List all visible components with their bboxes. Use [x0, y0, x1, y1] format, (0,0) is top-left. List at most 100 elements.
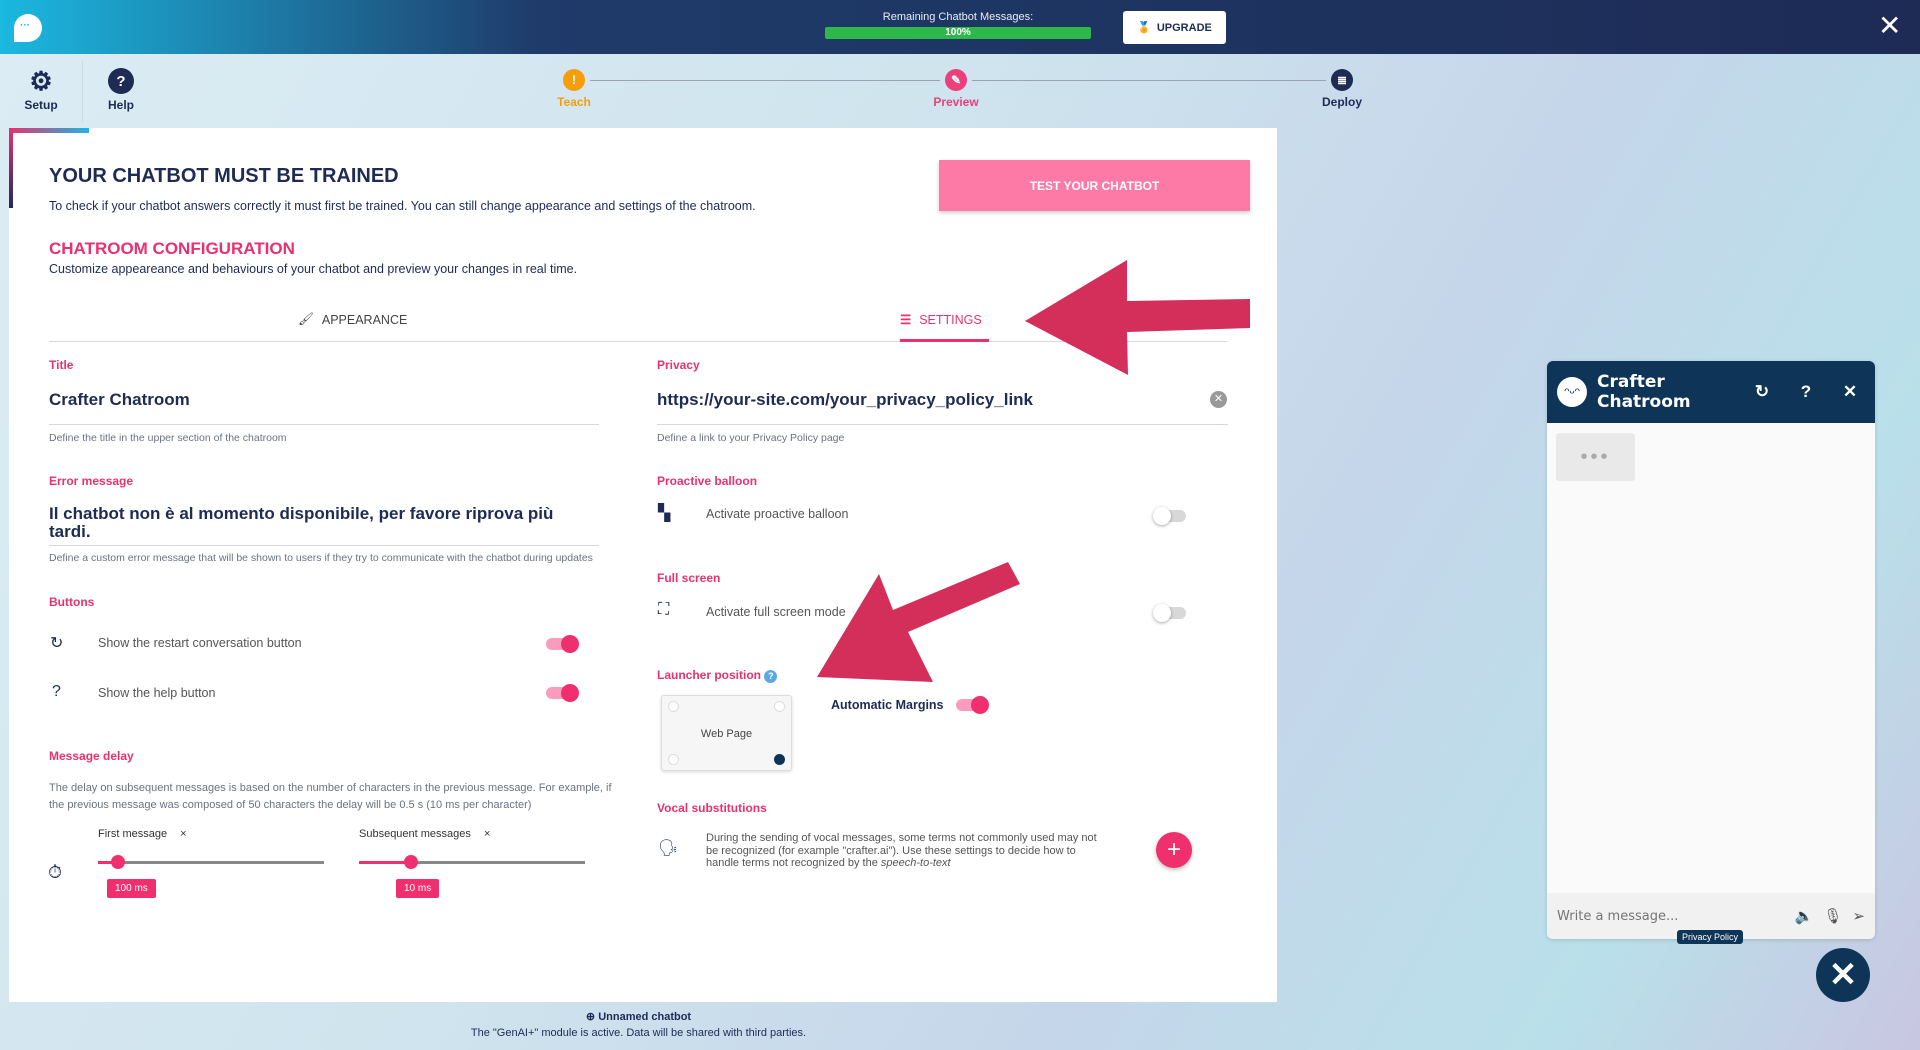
page-description: To check if your chatbot answers correct… — [49, 199, 756, 213]
config-title: CHATROOM CONFIGURATION — [49, 239, 295, 258]
remaining-messages-progress: 100% — [825, 27, 1091, 39]
help-icon: ? — [108, 68, 134, 94]
award-icon: 🏅 — [1137, 22, 1151, 34]
error-message-label: Error message — [49, 474, 134, 488]
help-button-toggle[interactable] — [546, 684, 579, 702]
add-substitution-button[interactable]: + — [1156, 832, 1192, 868]
subsequent-messages-value: 10 ms — [396, 879, 440, 898]
error-message-help: Define a custom error message that will … — [49, 552, 593, 564]
full-screen-setting: Activate full screen mode — [706, 605, 846, 619]
automatic-margins-label: Automatic Margins — [831, 698, 944, 712]
vocal-substitutions-description: During the sending of vocal messages, so… — [706, 832, 1097, 869]
message-input[interactable] — [1557, 908, 1785, 924]
clear-icon[interactable]: × — [483, 828, 491, 840]
input-underline — [49, 424, 599, 425]
privacy-help: Define a link to your Privacy Policy pag… — [657, 432, 845, 444]
globe-icon: ⊕ — [585, 1011, 596, 1023]
subsequent-messages-label: Subsequent messages × — [359, 828, 491, 840]
input-underline — [657, 424, 1228, 425]
gear-icon: ⚙ — [29, 65, 53, 96]
restart-button-toggle[interactable] — [546, 635, 579, 653]
message-delay-description: The delay on subsequent messages is base… — [49, 782, 612, 811]
position-bottom-left[interactable] — [668, 754, 679, 765]
active-tab-indicator — [900, 339, 989, 342]
info-icon[interactable]: ? — [764, 670, 778, 683]
page-title: YOUR CHATBOT MUST BE TRAINED — [49, 165, 399, 187]
launcher-position-picker: Web Page — [661, 695, 792, 771]
fullscreen-icon: ⛶ — [658, 601, 670, 618]
privacy-policy-link[interactable]: Privacy Policy — [1677, 930, 1744, 944]
proactive-balloon-setting: Activate proactive balloon — [706, 507, 849, 521]
step-preview[interactable]: ✎ Preview — [926, 69, 986, 109]
launcher-position-label: Launcher position ? — [657, 668, 778, 683]
clear-icon[interactable]: ✕ — [1210, 391, 1227, 408]
chat-bubble-icon: ▚ — [658, 505, 671, 522]
privacy-input[interactable]: https://your-site.com/your_privacy_polic… — [657, 390, 1034, 409]
send-icon[interactable]: ➢ — [1852, 908, 1865, 925]
microphone-icon[interactable]: 🎙 — [1823, 908, 1843, 925]
position-top-left[interactable] — [668, 701, 679, 712]
position-top-right[interactable] — [774, 701, 785, 712]
step-connector — [590, 80, 940, 81]
panel-accent — [9, 128, 89, 133]
clear-icon[interactable]: × — [180, 828, 187, 840]
title-label: Title — [49, 358, 74, 372]
position-bottom-right[interactable] — [774, 754, 785, 765]
restart-icon[interactable]: ↻ — [1754, 382, 1770, 401]
title-help: Define the title in the upper section of… — [49, 432, 287, 444]
tab-appearance[interactable]: 🖌 APPEARANCE — [298, 312, 408, 327]
genai-note: The "GenAI+" module is active. Data will… — [470, 1027, 807, 1039]
full-screen-toggle[interactable] — [1153, 604, 1186, 622]
input-underline — [49, 545, 599, 546]
title-input[interactable]: Crafter Chatroom — [49, 390, 190, 409]
server-icon: ≣ — [1331, 69, 1353, 91]
voice-user-icon: 🗣 — [658, 840, 679, 857]
test-chatbot-button[interactable]: TEST YOUR CHATBOT — [939, 160, 1250, 211]
bot-avatar: ᵔᵕᵔ — [1557, 377, 1587, 407]
first-message-value: 100 ms — [107, 879, 156, 898]
warning-icon: ! — [563, 69, 585, 91]
vocal-substitutions-label: Vocal substitutions — [657, 801, 767, 815]
pencil-icon: ✎ — [945, 69, 967, 91]
error-message-input[interactable]: Il chatbot non è al momento disponibile,… — [49, 504, 554, 541]
chat-title: Crafter Chatroom — [1597, 372, 1691, 412]
proactive-balloon-toggle[interactable] — [1153, 507, 1186, 525]
chat-preview: ᵔᵕᵔ Crafter Chatroom ↻ ? ✕ ••• 🔈 🎙 ➢ — [1547, 361, 1875, 939]
buttons-label: Buttons — [49, 595, 95, 609]
nav-setup[interactable]: ⚙ Setup — [24, 65, 58, 113]
chat-header: ᵔᵕᵔ Crafter Chatroom ↻ ? ✕ — [1547, 361, 1875, 423]
panel-accent — [9, 128, 13, 208]
privacy-label: Privacy — [657, 358, 700, 372]
config-description: Customize appeareance and behaviours of … — [49, 262, 578, 276]
sliders-icon: ☰ — [900, 313, 912, 327]
proactive-balloon-label: Proactive balloon — [657, 474, 758, 488]
automatic-margins-toggle[interactable] — [956, 696, 989, 714]
step-deploy[interactable]: ≣ Deploy — [1312, 69, 1372, 109]
speaker-icon[interactable]: 🔈 — [1794, 908, 1814, 925]
arrow-annotation-launcher — [817, 562, 1020, 682]
restart-button-setting: Show the restart conversation button — [98, 636, 302, 650]
upgrade-button[interactable]: 🏅 UPGRADE — [1123, 11, 1226, 44]
app-logo — [14, 14, 42, 42]
restart-icon: ↻ — [50, 635, 64, 652]
full-screen-label: Full screen — [657, 571, 721, 585]
step-connector — [972, 80, 1326, 81]
subsequent-messages-slider[interactable] — [359, 855, 585, 869]
first-message-label: First message × — [98, 828, 187, 840]
close-icon[interactable]: ✕ — [1878, 10, 1902, 41]
nav-help[interactable]: ? Help — [100, 68, 142, 112]
help-icon[interactable]: ? — [1800, 382, 1812, 401]
chatbot-name: ⊕ Unnamed chatbot — [585, 1011, 692, 1023]
first-message-slider[interactable] — [98, 855, 324, 869]
tab-settings[interactable]: ☰ SETTINGS — [900, 312, 982, 328]
close-icon[interactable]: ✕ — [1842, 382, 1858, 401]
timer-icon: ⏱ — [48, 862, 63, 882]
help-button-setting: Show the help button — [98, 686, 216, 700]
typing-indicator: ••• — [1556, 433, 1635, 481]
step-teach[interactable]: ! Teach — [544, 69, 604, 109]
chat-launcher-close-button[interactable]: ✕ — [1816, 948, 1870, 1002]
divider — [82, 60, 83, 122]
brush-icon: 🖌 — [298, 312, 314, 326]
config-panel — [9, 128, 1277, 1002]
